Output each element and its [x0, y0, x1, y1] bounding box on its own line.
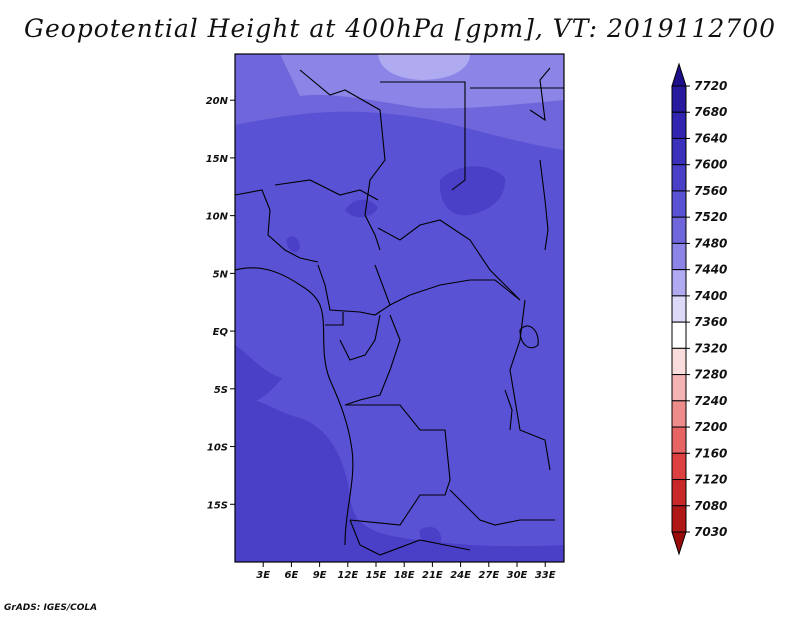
- field-band-7600: [280, 54, 564, 109]
- colorbar-box: [671, 111, 687, 139]
- colorbar-label: 7030: [694, 525, 727, 539]
- lat-tick-label: 10N: [206, 212, 229, 223]
- field-patch-sudan: [439, 166, 506, 216]
- colorbar-box: [671, 347, 687, 376]
- colorbar-box: [671, 505, 687, 533]
- lon-tick-label: 12E: [337, 570, 358, 581]
- colorbar-label: 7680: [694, 105, 727, 119]
- lat-tick-label: 5N: [213, 269, 229, 280]
- colorbar-box: [671, 400, 687, 428]
- lat-tick-label: 15N: [206, 154, 229, 165]
- colorbar-box: [671, 137, 687, 166]
- colorbar-box: [671, 452, 687, 481]
- colorbar-box: [671, 295, 687, 323]
- border-east: [509, 299, 551, 471]
- border-eqguinea: [325, 312, 344, 326]
- colorbar-label: 7160: [694, 446, 727, 460]
- colorbar-cap-bottom: [671, 531, 687, 556]
- border-niger-chad: [299, 69, 386, 251]
- colorbar-label: 7560: [694, 184, 727, 198]
- border-congo: [344, 314, 401, 406]
- colorbar-box: [671, 269, 687, 297]
- lon-axis: 3E 6E 9E 12E 15E 18E 21E 24E 27E 30E 33E: [256, 562, 556, 581]
- coast-red-sea: [529, 67, 551, 122]
- colorbar-cap-top: [671, 62, 687, 87]
- colorbar-box: [671, 85, 687, 113]
- colorbar-label: 7520: [694, 210, 727, 224]
- colorbar-box: [671, 321, 687, 349]
- field-band-7640: [378, 54, 470, 80]
- lon-tick-label: 18E: [394, 570, 415, 581]
- lon-tick-label: 9E: [313, 570, 327, 581]
- lat-tick-label: 15S: [207, 500, 228, 511]
- lon-tick-label: 3E: [256, 570, 270, 581]
- colorbar-label: 7600: [694, 158, 727, 172]
- lon-tick-label: 21E: [422, 570, 443, 581]
- lat-tick-label: 10S: [207, 443, 228, 454]
- colorbar-label: 7400: [694, 289, 727, 303]
- lat-tick-label: 5S: [214, 385, 228, 396]
- colorbar-label: 7240: [694, 394, 727, 408]
- colorbar-box: [671, 426, 687, 454]
- border-ethiopia: [539, 159, 549, 251]
- lon-tick-label: 27E: [478, 570, 499, 581]
- border-west-africa: [235, 189, 319, 263]
- colorbar-label: 7440: [694, 263, 727, 277]
- colorbar-box: [671, 164, 687, 192]
- colorbar-label: 7360: [694, 315, 727, 329]
- map-frame: [234, 53, 565, 563]
- colorbar-label: 7720: [694, 79, 727, 93]
- colorbar-label: 7640: [694, 131, 727, 145]
- border-cameroon: [317, 264, 391, 316]
- chart-title: Geopotential Height at 400hPa [gpm], VT:…: [23, 14, 777, 43]
- lon-tick-label: 33E: [535, 570, 556, 581]
- colorbar-label: 7200: [694, 420, 727, 434]
- colorbar-box: [671, 242, 687, 271]
- lat-axis: 20N 15N 10N 5N EQ 5S 10S 15S: [206, 96, 235, 511]
- colorbar-box: [671, 216, 687, 244]
- field-patch-west: [286, 236, 300, 253]
- colorbar-label: 7120: [694, 473, 727, 487]
- lake-tanganyika: [504, 389, 513, 431]
- coastline-west: [235, 267, 354, 546]
- lon-tick-label: 6E: [285, 570, 299, 581]
- colorbar-label: 7320: [694, 341, 727, 355]
- border-zambia: [449, 489, 555, 526]
- lon-tick-label: 30E: [507, 570, 528, 581]
- colorbar-label: 7480: [694, 236, 727, 250]
- border-gabon: [339, 314, 381, 361]
- lat-tick-label: 20N: [206, 96, 229, 107]
- lon-tick-label: 15E: [366, 570, 387, 581]
- colorbar-label: 7080: [694, 499, 727, 513]
- boundaries: [235, 67, 564, 556]
- lat-tick-label: EQ: [213, 327, 229, 338]
- colorbar-box: [671, 374, 687, 402]
- colorbar: 7720 7680 7640 7600 7560 7520 7480 7440 7400 7360…: [671, 62, 727, 556]
- colorbar-box: [671, 479, 687, 507]
- field-band-7480: [235, 399, 564, 562]
- lon-tick-label: 24E: [450, 570, 471, 581]
- colorbar-box: [671, 190, 687, 218]
- border-niger-nigeria: [274, 179, 379, 201]
- colorbar-label: 7280: [694, 368, 727, 382]
- border-namibia: [349, 519, 471, 556]
- border-libya-chad: [380, 81, 466, 191]
- height-field: [235, 54, 564, 562]
- lake-victoria: [519, 325, 539, 349]
- field-band-coast: [235, 345, 282, 410]
- border-car-sudan: [377, 219, 521, 301]
- footer-credit: GrADS: IGES/COLA: [4, 603, 98, 613]
- border-angola: [345, 404, 451, 526]
- field-patch-nigeria: [345, 199, 378, 218]
